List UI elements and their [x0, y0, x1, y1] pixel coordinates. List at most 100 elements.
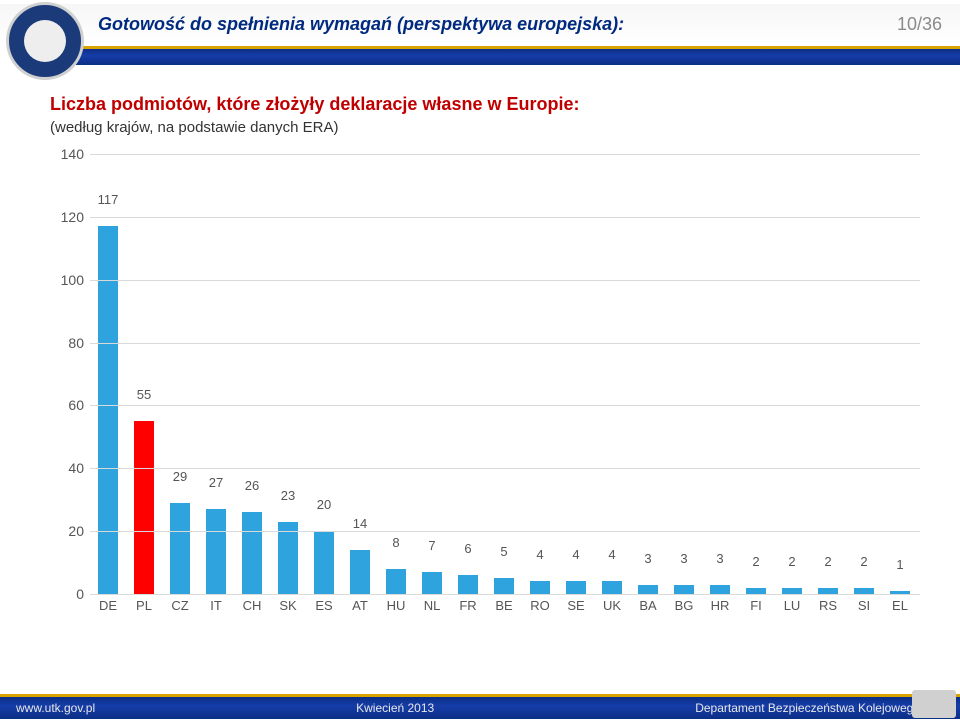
- bar-slot: 3: [702, 154, 738, 594]
- bar-value-label: 3: [630, 551, 666, 568]
- y-tick-label: 60: [50, 397, 84, 413]
- bar: [206, 509, 226, 594]
- bar-slot: 2: [738, 154, 774, 594]
- category-label: BG: [666, 598, 702, 613]
- bar: [350, 550, 370, 594]
- header: Gotowość do spełnienia wymagań (perspekt…: [0, 0, 960, 54]
- bar-slot: 2: [774, 154, 810, 594]
- bar-value-label: 2: [774, 554, 810, 571]
- gridline: [90, 280, 920, 281]
- category-label: IT: [198, 598, 234, 613]
- bar-slot: 7: [414, 154, 450, 594]
- category-label: DE: [90, 598, 126, 613]
- bars-layer: 11755292726232014876544433322221: [90, 154, 920, 594]
- bar: [134, 421, 154, 594]
- bar-slot: 1: [882, 154, 918, 594]
- footer-logo-icon: [912, 690, 956, 718]
- gridline: [90, 217, 920, 218]
- bar-slot: 4: [522, 154, 558, 594]
- category-label: UK: [594, 598, 630, 613]
- bar-slot: 3: [630, 154, 666, 594]
- bar: [98, 226, 118, 594]
- bar-value-label: 3: [666, 551, 702, 568]
- plot-area: 11755292726232014876544433322221 0204060…: [90, 154, 920, 594]
- bar: [674, 585, 694, 594]
- bar-slot: 2: [846, 154, 882, 594]
- bar-value-label: 5: [486, 544, 522, 561]
- footer-url: www.utk.gov.pl: [16, 701, 95, 715]
- bar-value-label: 8: [378, 535, 414, 552]
- bar-slot: 26: [234, 154, 270, 594]
- category-label: SI: [846, 598, 882, 613]
- content: Liczba podmiotów, które złożyły deklarac…: [50, 94, 920, 634]
- gridline: [90, 531, 920, 532]
- category-label: HU: [378, 598, 414, 613]
- category-label: LU: [774, 598, 810, 613]
- gridline: [90, 468, 920, 469]
- bar-slot: 4: [594, 154, 630, 594]
- category-label: BE: [486, 598, 522, 613]
- bar: [494, 578, 514, 594]
- footer-dept: Departament Bezpieczeństwa Kolejowego: [695, 701, 920, 715]
- chart-subnote: (według krajów, na podstawie danych ERA): [50, 119, 920, 136]
- category-label: RS: [810, 598, 846, 613]
- bar: [530, 581, 550, 594]
- gridline: [90, 594, 920, 595]
- bar: [458, 575, 478, 594]
- bar: [278, 522, 298, 594]
- bar-slot: 27: [198, 154, 234, 594]
- category-label: FR: [450, 598, 486, 613]
- bar-slot: 3: [666, 154, 702, 594]
- bar-slot: 29: [162, 154, 198, 594]
- y-tick-label: 140: [50, 146, 84, 162]
- bar: [170, 503, 190, 594]
- bar-value-label: 26: [234, 478, 270, 495]
- bar-value-label: 2: [846, 554, 882, 571]
- bar: [386, 569, 406, 594]
- rule-navy: [60, 49, 960, 65]
- category-label: AT: [342, 598, 378, 613]
- category-label: RO: [522, 598, 558, 613]
- category-label: HR: [702, 598, 738, 613]
- bar-slot: 5: [486, 154, 522, 594]
- category-label: BA: [630, 598, 666, 613]
- footer-band: www.utk.gov.pl Kwiecień 2013 Departament…: [0, 697, 960, 719]
- bar-value-label: 7: [414, 538, 450, 555]
- bar-slot: 14: [342, 154, 378, 594]
- bar-value-label: 4: [522, 547, 558, 564]
- utk-logo: [6, 2, 84, 80]
- bar-slot: 2: [810, 154, 846, 594]
- bar-value-label: 6: [450, 541, 486, 558]
- bar-slot: 6: [450, 154, 486, 594]
- slide: { "header": { "title": "Gotowość do speł…: [0, 0, 960, 720]
- y-tick-label: 20: [50, 523, 84, 539]
- bar-slot: 4: [558, 154, 594, 594]
- bar: [314, 531, 334, 594]
- y-tick-label: 100: [50, 272, 84, 288]
- bar-value-label: 3: [702, 551, 738, 568]
- page-number: 10/36: [897, 14, 942, 35]
- category-label: SE: [558, 598, 594, 613]
- category-label: EL: [882, 598, 918, 613]
- category-label: CZ: [162, 598, 198, 613]
- bar: [566, 581, 586, 594]
- gridline: [90, 343, 920, 344]
- bar-chart: 11755292726232014876544433322221 0204060…: [50, 154, 920, 634]
- y-tick-label: 0: [50, 586, 84, 602]
- category-label: ES: [306, 598, 342, 613]
- y-tick-label: 80: [50, 335, 84, 351]
- footer: www.utk.gov.pl Kwiecień 2013 Departament…: [0, 694, 960, 720]
- category-label: FI: [738, 598, 774, 613]
- bar-value-label: 2: [738, 554, 774, 571]
- bar-value-label: 2: [810, 554, 846, 571]
- bar: [602, 581, 622, 594]
- eagle-icon: [24, 20, 66, 62]
- bar: [422, 572, 442, 594]
- category-label: PL: [126, 598, 162, 613]
- category-label: CH: [234, 598, 270, 613]
- bar-value-label: 55: [126, 387, 162, 404]
- bar-slot: 117: [90, 154, 126, 594]
- gridline: [90, 405, 920, 406]
- category-label: SK: [270, 598, 306, 613]
- bar: [242, 512, 262, 594]
